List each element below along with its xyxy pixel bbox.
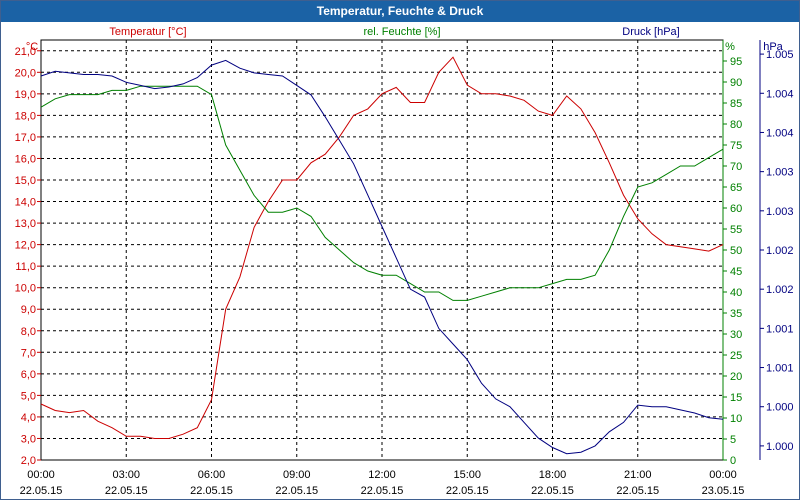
pressure-unit-label: hPa: [763, 41, 783, 53]
pressure-tick-label: 1.000: [766, 402, 794, 414]
pressure-tick-label: 1.001: [766, 323, 794, 335]
humidity-tick-label: 20: [730, 371, 742, 383]
temperature-axis-title: Temperatur [°C]: [109, 26, 186, 38]
humidity-tick-label: 60: [730, 203, 742, 215]
temperature-tick-label: 9,0: [21, 304, 36, 316]
humidity-tick-label: 45: [730, 266, 742, 278]
x-tick-label-time: 18:00: [539, 469, 567, 481]
temperature-tick-label: 7,0: [21, 347, 36, 359]
pressure-tick-label: 1.004: [766, 127, 794, 139]
humidity-tick-label: 55: [730, 224, 742, 236]
humidity-tick-label: 50: [730, 245, 742, 257]
temperature-tick-label: 6,0: [21, 369, 36, 381]
temperature-tick-label: 13,0: [15, 218, 36, 230]
x-tick-label-date: 22.05.15: [616, 485, 659, 497]
humidity-tick-label: 65: [730, 182, 742, 194]
pressure-axis-title: Druck [hPa]: [622, 26, 679, 38]
window-title: Temperatur, Feuchte & Druck: [1, 1, 799, 22]
humidity-tick-label: 0: [730, 455, 736, 467]
pressure-tick-label: 1.003: [766, 206, 794, 218]
temperature-tick-label: 12,0: [15, 240, 36, 252]
humidity-tick-label: 40: [730, 287, 742, 299]
humidity-tick-label: 85: [730, 98, 742, 110]
pressure-tick-label: 1.002: [766, 284, 794, 296]
x-tick-label-time: 09:00: [283, 469, 311, 481]
humidity-tick-label: 5: [730, 434, 736, 446]
x-tick-label-time: 21:00: [624, 469, 652, 481]
humidity-tick-label: 30: [730, 329, 742, 341]
pressure-tick-label: 1.004: [766, 88, 794, 100]
temperature-tick-label: 19,0: [15, 89, 36, 101]
temperature-tick-label: 2,0: [21, 455, 36, 467]
temperature-tick-label: 18,0: [15, 110, 36, 122]
humidity-unit-label: %: [725, 41, 735, 53]
temperature-unit-label: °C: [26, 41, 38, 53]
humidity-tick-label: 95: [730, 56, 742, 68]
temperature-tick-label: 16,0: [15, 153, 36, 165]
x-tick-label-time: 06:00: [198, 469, 226, 481]
x-tick-label-date: 22.05.15: [531, 485, 574, 497]
pressure-tick-label: 1.000: [766, 441, 794, 453]
temperature-tick-label: 17,0: [15, 132, 36, 144]
x-tick-label-date: 22.05.15: [446, 485, 489, 497]
humidity-tick-label: 25: [730, 350, 742, 362]
humidity-series-line: [40, 85, 724, 301]
humidity-tick-label: 15: [730, 392, 742, 404]
x-tick-label-time: 15:00: [453, 469, 481, 481]
pressure-tick-label: 1.002: [766, 245, 794, 257]
temperature-tick-label: 14,0: [15, 197, 36, 209]
temperature-tick-label: 8,0: [21, 326, 36, 338]
humidity-tick-label: 80: [730, 119, 742, 131]
x-tick-label-time: 00:00: [27, 469, 55, 481]
humidity-tick-label: 75: [730, 140, 742, 152]
x-tick-label-date: 22.05.15: [20, 485, 63, 497]
temperature-tick-label: 20,0: [15, 67, 36, 79]
x-tick-label-date: 23.05.15: [702, 485, 745, 497]
pressure-tick-label: 1.005: [766, 49, 794, 61]
x-tick-label-date: 22.05.15: [275, 485, 318, 497]
x-tick-label-date: 22.05.15: [190, 485, 233, 497]
humidity-tick-label: 35: [730, 308, 742, 320]
humidity-tick-label: 90: [730, 77, 742, 89]
temperature-tick-label: 4,0: [21, 412, 36, 424]
x-tick-label-time: 12:00: [368, 469, 396, 481]
humidity-tick-label: 70: [730, 161, 742, 173]
pressure-series-line: [40, 59, 724, 455]
pressure-tick-label: 1.001: [766, 363, 794, 375]
temperature-series-line: [40, 56, 724, 439]
x-tick-label-date: 22.05.15: [105, 485, 148, 497]
humidity-tick-label: 10: [730, 413, 742, 425]
temperature-tick-label: 3,0: [21, 433, 36, 445]
x-tick-label-time: 03:00: [112, 469, 140, 481]
temperature-tick-label: 15,0: [15, 175, 36, 187]
pressure-tick-label: 1.003: [766, 167, 794, 179]
temperature-tick-label: 5,0: [21, 390, 36, 402]
temperature-tick-label: 10,0: [15, 283, 36, 295]
temperature-tick-label: 21,0: [15, 46, 36, 58]
x-tick-label-date: 22.05.15: [361, 485, 404, 497]
x-tick-label-time: 00:00: [709, 469, 737, 481]
temperature-tick-label: 11,0: [15, 261, 36, 273]
humidity-axis-title: rel. Feuchte [%]: [363, 26, 440, 38]
